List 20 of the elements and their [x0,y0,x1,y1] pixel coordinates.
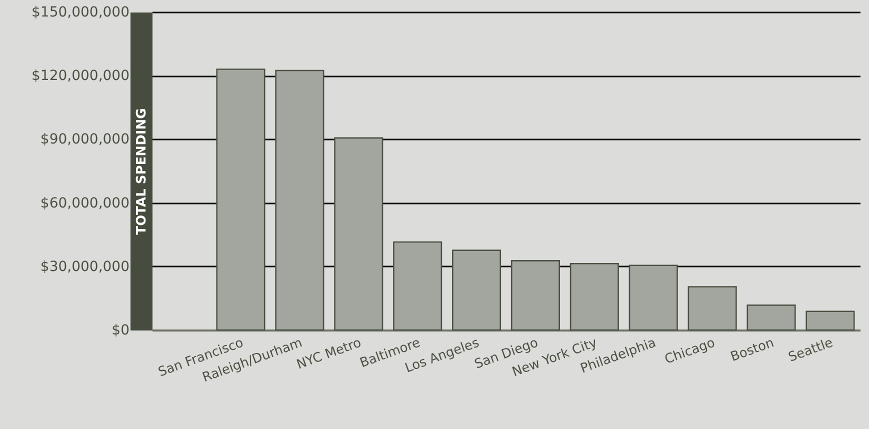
bar [628,264,678,331]
y-tick-label: $150,000,000 [32,4,130,20]
bar [570,262,619,331]
y-tick-label: $30,000,000 [40,258,130,275]
bar [393,241,442,331]
bar [216,68,266,331]
bar [688,286,737,331]
y-tick-label: $60,000,000 [40,195,130,212]
bar [452,250,502,331]
y-tick-label: $90,000,000 [40,132,130,148]
bar [275,70,324,331]
x-tick-label: Seattle [786,336,836,366]
bar [746,304,796,331]
bar [334,137,384,331]
y-axis-title: TOTAL SPENDING [134,108,150,235]
x-tick-label: Boston [728,336,776,366]
y-tick-label: $0 [112,322,130,338]
bar [510,260,560,331]
bar [806,310,855,331]
y-tick-label: $120,000,000 [32,68,130,84]
